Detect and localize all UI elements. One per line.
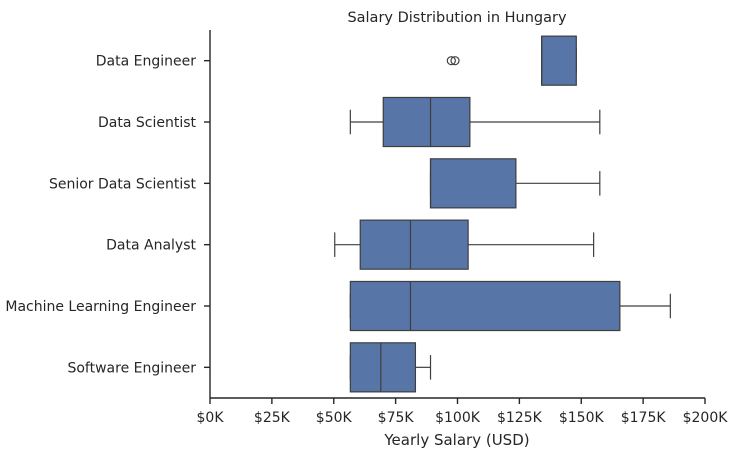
box-group-3 bbox=[334, 219, 595, 270]
box-group-0 bbox=[446, 35, 577, 86]
x-tick-label: $175K bbox=[621, 410, 667, 426]
box bbox=[349, 280, 621, 332]
boxplot-series bbox=[334, 35, 671, 393]
y-tick-label: Senior Data Scientist bbox=[49, 176, 197, 192]
box bbox=[382, 96, 471, 148]
outlier-point bbox=[446, 56, 456, 66]
y-tick-label: Software Engineer bbox=[67, 360, 196, 376]
x-tick-label: $150K bbox=[559, 410, 605, 426]
box bbox=[359, 219, 469, 270]
box-group-5 bbox=[349, 342, 432, 393]
box-group-4 bbox=[349, 280, 671, 332]
x-tick-label: $125K bbox=[497, 410, 543, 426]
box-group-2 bbox=[429, 158, 601, 209]
chart-title: Salary Distribution in Hungary bbox=[347, 10, 567, 26]
y-tick-label: Data Analyst bbox=[106, 238, 196, 254]
box bbox=[429, 158, 517, 209]
x-tick-label: $200K bbox=[683, 410, 729, 426]
y-tick-label: Machine Learning Engineer bbox=[5, 299, 196, 315]
x-axis-label: Yearly Salary (USD) bbox=[383, 431, 529, 449]
x-tick-label: $75K bbox=[378, 410, 415, 426]
box-group-1 bbox=[349, 96, 601, 148]
x-tick-label: $25K bbox=[254, 410, 291, 426]
x-tick-label: $0K bbox=[197, 410, 225, 426]
x-tick-label: $50K bbox=[316, 410, 353, 426]
box bbox=[349, 342, 417, 393]
y-tick-label: Data Scientist bbox=[98, 115, 197, 131]
y-tick-label: Data Engineer bbox=[96, 54, 196, 70]
x-tick-label: $100K bbox=[435, 410, 481, 426]
outlier-point bbox=[450, 56, 460, 66]
box bbox=[541, 35, 577, 86]
y-axis: Data Engineer Data Scientist Senior Data S… bbox=[5, 30, 211, 398]
x-axis: $0K $25K $50K $75K $100K $125K $150K $175K $200K bbox=[197, 397, 729, 426]
